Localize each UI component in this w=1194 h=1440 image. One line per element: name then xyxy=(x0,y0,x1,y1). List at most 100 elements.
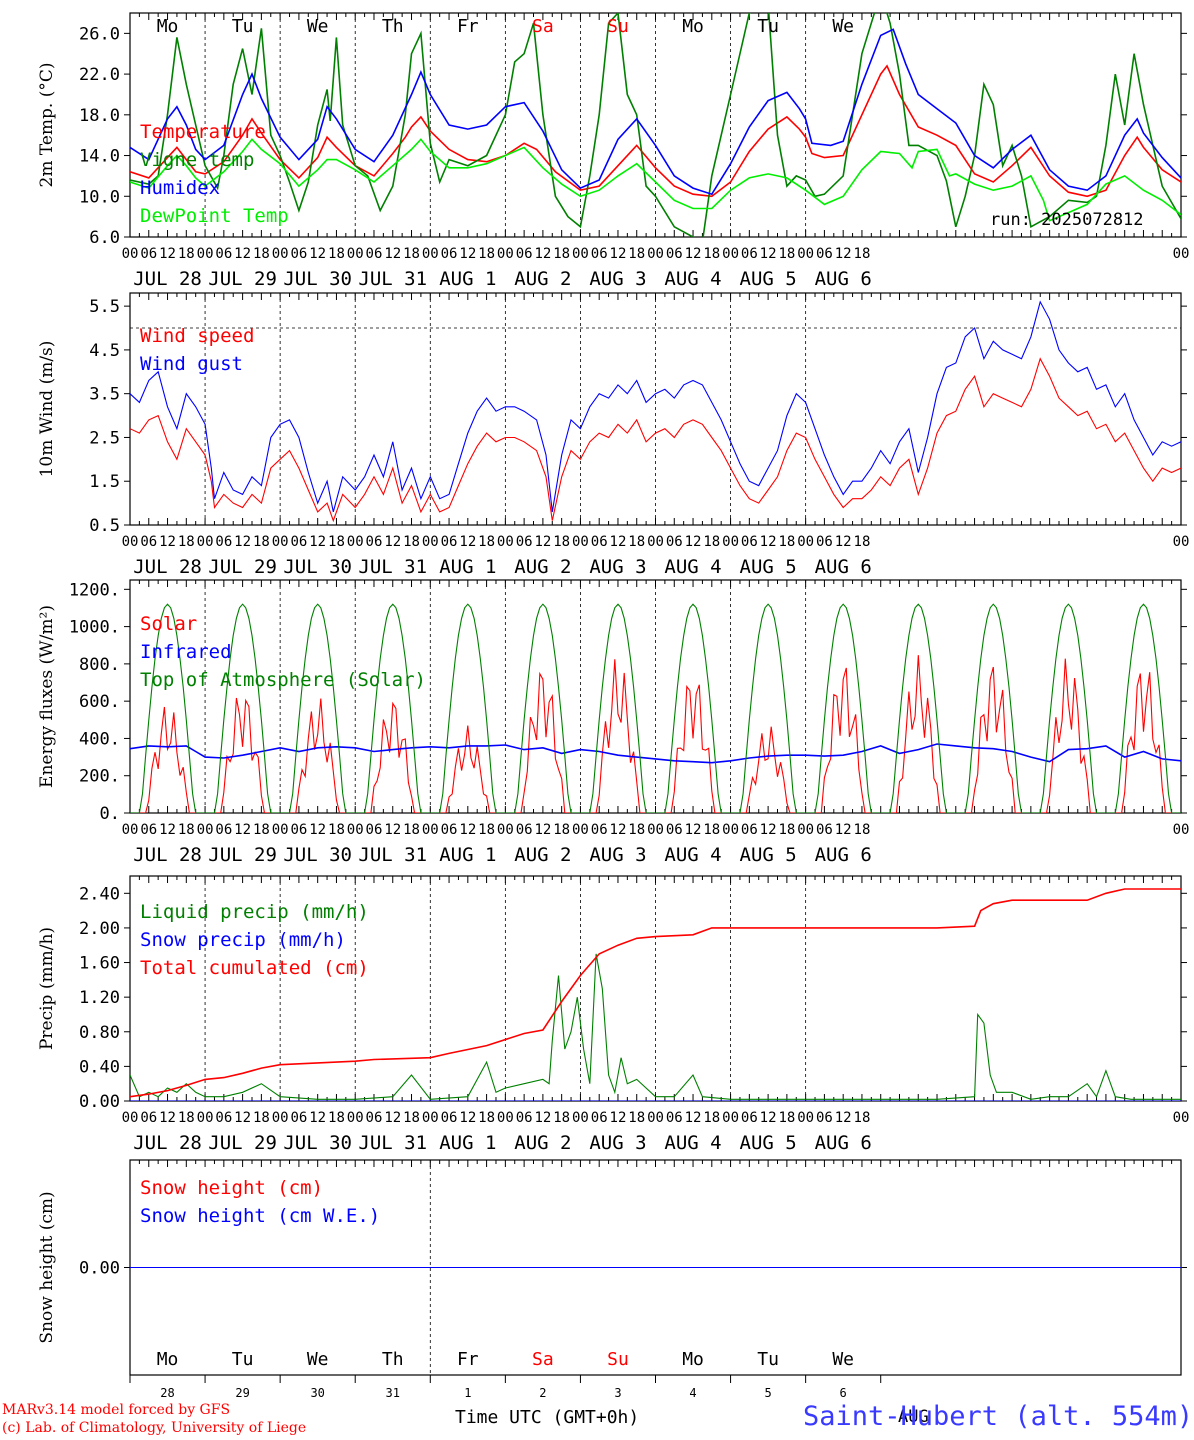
hour-tick-label: 00 xyxy=(422,246,439,262)
hour-tick-label: 18 xyxy=(854,246,871,262)
hour-tick-label: 12 xyxy=(534,534,551,550)
hour-tick-label: 12 xyxy=(234,534,251,550)
hour-tick-label: 00 xyxy=(197,534,214,550)
hour-tick-label: 18 xyxy=(403,246,420,262)
date-label: JUL 31 xyxy=(358,844,427,866)
hour-tick-label: 00 xyxy=(797,534,814,550)
hour-tick-label: 12 xyxy=(685,534,702,550)
day-of-week-label: We xyxy=(832,16,854,37)
hour-tick-label: 06 xyxy=(516,246,533,262)
panel-5 xyxy=(124,1159,1187,1383)
y-tick-label: 18.0 xyxy=(79,106,120,126)
date-label: AUG 2 xyxy=(514,1132,571,1154)
hour-tick-label: 00 xyxy=(347,246,364,262)
hour-tick-label: 00 xyxy=(197,1110,214,1126)
hour-tick-label: 18 xyxy=(253,246,270,262)
station-label: Saint-Hubert (alt. 554m) xyxy=(803,1401,1194,1432)
hour-tick-label: 06 xyxy=(591,822,608,838)
hour-tick-label: 12 xyxy=(459,822,476,838)
legend-entry: Infrared xyxy=(140,641,232,663)
y-tick-label: 0.5 xyxy=(89,516,120,536)
date-label: JUL 31 xyxy=(358,1132,427,1154)
day-number-label: 28 xyxy=(160,1386,174,1400)
hour-tick-label: 18 xyxy=(478,246,495,262)
hour-tick-label: 12 xyxy=(534,246,551,262)
day-of-week-label: Tu xyxy=(757,1349,779,1370)
y-axis-label: Snow height (cm) xyxy=(37,1191,57,1343)
y-tick-label: 1.5 xyxy=(89,472,120,492)
hour-tick-label: 00 xyxy=(722,822,739,838)
hour-tick-label: 06 xyxy=(741,822,758,838)
hour-tick-label: 00 xyxy=(647,534,664,550)
hour-tick-label: 12 xyxy=(534,1110,551,1126)
date-label: AUG 2 xyxy=(514,844,571,866)
hour-tick-label: 12 xyxy=(760,822,777,838)
hour-tick-label: 18 xyxy=(628,534,645,550)
month-label: AUG xyxy=(898,1407,929,1427)
date-label: JUL 30 xyxy=(283,268,352,290)
date-label: AUG 6 xyxy=(815,1132,872,1154)
hour-tick-label: 00 xyxy=(422,1110,439,1126)
hour-tick-label: 18 xyxy=(403,534,420,550)
hour-tick-label: 06 xyxy=(215,1110,232,1126)
day-of-week-label: Tu xyxy=(757,16,779,37)
hour-tick-label: 12 xyxy=(234,1110,251,1126)
hour-tick-label: 18 xyxy=(854,534,871,550)
hour-tick-label: 12 xyxy=(159,1110,176,1126)
date-label: AUG 6 xyxy=(815,556,872,578)
y-tick-label: 0.40 xyxy=(79,1057,120,1077)
hour-tick-label: 06 xyxy=(516,534,533,550)
hour-tick-label: 18 xyxy=(553,1110,570,1126)
plot-area xyxy=(130,13,1181,237)
date-label: AUG 5 xyxy=(740,1132,797,1154)
hour-tick-label: 12 xyxy=(159,534,176,550)
hour-tick-label: 06 xyxy=(215,822,232,838)
y-tick-label: 2.00 xyxy=(79,919,120,939)
hour-tick-label: 06 xyxy=(290,822,307,838)
hour-tick-label: 12 xyxy=(760,246,777,262)
hour-tick-label: 06 xyxy=(290,1110,307,1126)
series-dewpoint-temp xyxy=(130,138,1181,222)
y-tick-label: 10.0 xyxy=(79,187,120,207)
y-tick-label: 22.0 xyxy=(79,65,120,85)
hour-tick-label: 12 xyxy=(384,246,401,262)
hour-tick-label: 06 xyxy=(140,246,157,262)
hour-tick-label: 18 xyxy=(478,1110,495,1126)
y-axis-label: 2m Temp. (°C) xyxy=(37,62,57,187)
date-label: JUL 30 xyxy=(283,556,352,578)
hour-tick-label: 18 xyxy=(628,246,645,262)
hour-tick-label: 12 xyxy=(234,822,251,838)
y-axis-label: Energy fluxes (W/m²) xyxy=(37,605,57,788)
hour-tick-label: 00 xyxy=(572,822,589,838)
hour-tick-label: 00 xyxy=(347,822,364,838)
legend-entry: DewPoint Temp xyxy=(140,205,289,227)
hour-tick-label: 18 xyxy=(403,1110,420,1126)
hour-tick-label: 18 xyxy=(253,822,270,838)
legend-entry: Top of Atmosphere (Solar) xyxy=(140,669,426,691)
hour-tick-label: 18 xyxy=(778,822,795,838)
hour-tick-label: 12 xyxy=(459,246,476,262)
x-axis-title: Time UTC (GMT+0h) xyxy=(455,1407,640,1428)
hour-tick-label: 00 xyxy=(1173,534,1190,550)
panel-1 xyxy=(124,12,1187,238)
hour-tick-label: 00 xyxy=(272,1110,289,1126)
hour-tick-label: 18 xyxy=(253,534,270,550)
hour-tick-label: 18 xyxy=(553,534,570,550)
y-tick-label: 26.0 xyxy=(79,24,120,44)
day-of-week-label: We xyxy=(307,16,329,37)
hour-tick-label: 12 xyxy=(760,534,777,550)
hour-tick-label: 12 xyxy=(384,1110,401,1126)
hour-tick-label: 06 xyxy=(816,246,833,262)
hour-tick-label: 12 xyxy=(534,822,551,838)
hour-tick-label: 00 xyxy=(647,246,664,262)
hour-tick-label: 18 xyxy=(778,534,795,550)
day-number-label: 4 xyxy=(689,1386,696,1400)
hour-tick-label: 00 xyxy=(1173,1110,1190,1126)
hour-tick-label: 00 xyxy=(797,1110,814,1126)
hour-tick-label: 18 xyxy=(328,1110,345,1126)
hour-tick-label: 18 xyxy=(778,246,795,262)
hour-tick-label: 00 xyxy=(272,246,289,262)
series-temperature xyxy=(130,64,1181,198)
hour-tick-label: 06 xyxy=(741,246,758,262)
hour-tick-label: 12 xyxy=(159,246,176,262)
